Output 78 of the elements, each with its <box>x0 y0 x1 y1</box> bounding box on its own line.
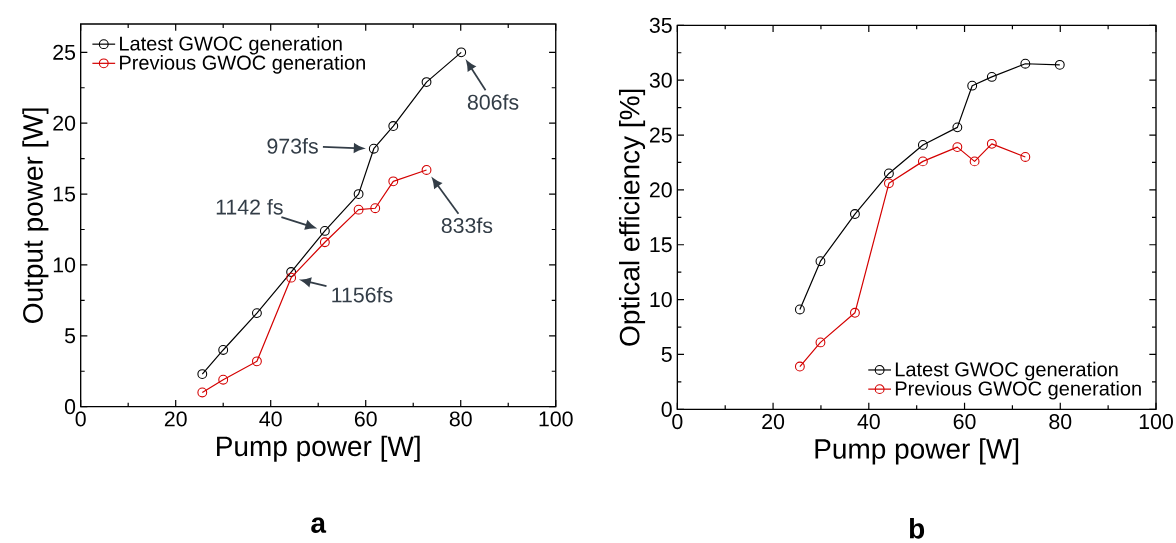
point <box>370 203 381 214</box>
x-axis-title: Pump power [W] <box>217 435 420 462</box>
legend-label: Latest GWOC generation <box>120 36 342 55</box>
y-tick-label: 20 <box>53 115 76 131</box>
x-tick-label: 20 <box>762 414 785 430</box>
y-tick-label: 0 <box>64 399 76 415</box>
y-tick-label: 10 <box>650 292 672 308</box>
point <box>1020 58 1031 69</box>
y-tick-label: 30 <box>649 72 672 88</box>
y-tick-label: 25 <box>649 127 672 143</box>
point <box>952 122 963 133</box>
y-tick-label: 5 <box>64 328 76 344</box>
point <box>883 168 894 179</box>
x-tick-label: 100 <box>539 411 573 427</box>
point <box>1054 60 1065 70</box>
x-tick-label: 80 <box>449 411 472 427</box>
annotation: 973fs <box>267 138 318 154</box>
point <box>815 337 826 348</box>
point <box>794 361 805 372</box>
point <box>197 369 208 380</box>
point <box>319 237 330 248</box>
point <box>1020 152 1031 163</box>
point <box>388 176 399 187</box>
legend-label: Previous GWOC generation <box>895 381 1141 400</box>
point <box>319 226 330 237</box>
y-tick-label: 25 <box>53 44 76 61</box>
point <box>456 47 467 58</box>
point <box>353 204 364 215</box>
point <box>218 345 229 356</box>
y-tick-label: 15 <box>53 186 76 202</box>
y-axis-title: Output power [W] <box>22 108 49 324</box>
text: b <box>909 518 925 539</box>
y-tick-label: 5 <box>661 347 672 363</box>
x-tick-label: 80 <box>1049 414 1072 430</box>
x-tick-label: 20 <box>164 411 187 427</box>
point <box>967 80 978 91</box>
legend-label: Previous GWOC generation <box>120 55 365 74</box>
point <box>388 121 399 132</box>
x-tick-label: 40 <box>259 411 282 427</box>
point <box>286 267 297 278</box>
point <box>849 209 860 220</box>
y-axis-title: Optical efficiency [%] <box>618 89 646 346</box>
text: a <box>311 517 327 534</box>
point <box>815 256 826 267</box>
point <box>251 356 262 367</box>
point <box>986 139 997 149</box>
point <box>421 77 432 88</box>
point <box>197 387 208 398</box>
point <box>794 304 805 315</box>
point <box>368 143 379 154</box>
x-axis-title: Pump power [W] <box>815 438 1019 465</box>
y-tick-label: 15 <box>650 237 672 253</box>
point <box>218 374 229 385</box>
point <box>286 272 297 283</box>
point <box>353 189 364 200</box>
point <box>849 308 860 318</box>
point <box>986 72 997 83</box>
x-tick-label: 100 <box>1139 414 1173 430</box>
x-tick-label: 0 <box>75 411 86 427</box>
annotation: 833fs <box>441 217 493 234</box>
x-tick-label: 0 <box>672 414 683 430</box>
point <box>251 308 262 319</box>
y-tick-label: 35 <box>649 17 672 34</box>
x-tick-label: 60 <box>953 414 976 430</box>
point <box>917 156 928 167</box>
annotation: 1142 fs <box>216 199 283 215</box>
annotation: 806fs <box>467 94 519 110</box>
legend-label: Latest GWOC generation <box>895 361 1118 381</box>
point <box>421 165 432 176</box>
point <box>952 142 963 153</box>
annotation: 1156fs <box>332 287 393 303</box>
y-tick-label: 20 <box>649 182 672 198</box>
x-tick-label: 40 <box>857 414 880 430</box>
x-tick-label: 60 <box>354 411 377 427</box>
point <box>917 140 928 151</box>
point <box>969 156 980 167</box>
point <box>883 178 894 189</box>
y-tick-label: 10 <box>53 257 76 273</box>
